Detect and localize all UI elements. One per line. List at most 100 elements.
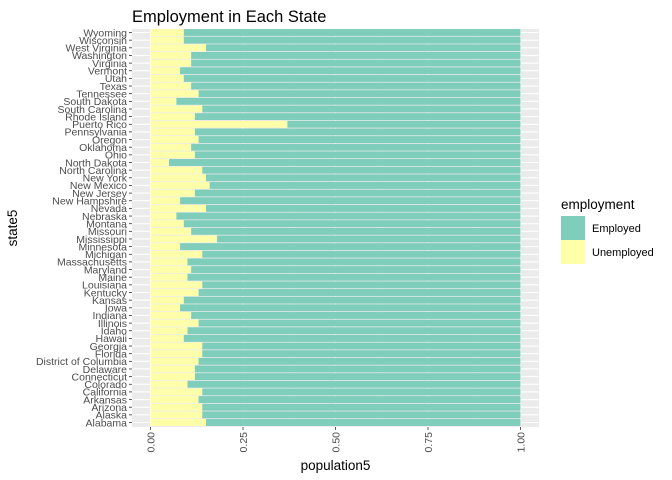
bar-unemployed <box>150 128 195 136</box>
bar-employed <box>202 388 521 396</box>
bar-unemployed <box>150 159 169 166</box>
bar-unemployed <box>150 189 195 197</box>
bar-employed <box>191 312 521 319</box>
x-axis-title: population5 <box>301 458 371 473</box>
y-tick-label: Oregon <box>92 134 127 146</box>
bar-unemployed <box>150 120 288 128</box>
bar-employed <box>206 174 521 182</box>
bar-employed <box>194 189 521 197</box>
bar-unemployed <box>150 373 195 381</box>
bar-unemployed <box>150 90 199 98</box>
y-tick-label: Nebraska <box>82 211 127 223</box>
bar-employed <box>194 365 521 373</box>
bar-unemployed <box>150 250 203 258</box>
y-tick-label: Ohio <box>105 150 127 162</box>
bar-unemployed <box>150 212 177 220</box>
bar-employed <box>180 243 521 251</box>
bar-employed <box>198 319 521 327</box>
y-tick-label: West Virginia <box>66 43 128 55</box>
bar-unemployed <box>150 227 192 235</box>
y-tick-label: Massachusetts <box>57 257 127 269</box>
x-tick-label: 1.00 <box>515 432 527 453</box>
y-tick-label: Indiana <box>93 310 128 322</box>
bar-unemployed <box>150 136 199 143</box>
y-tick-label: Illinois <box>98 318 127 330</box>
bar-unemployed <box>150 67 181 75</box>
bar-employed <box>198 90 521 98</box>
x-tick-label: 0.25 <box>238 432 250 453</box>
bar-employed <box>180 67 521 75</box>
bar-unemployed <box>150 220 184 228</box>
legend: employment Employed Unemployed <box>561 197 654 264</box>
y-tick-label: Texas <box>100 81 127 93</box>
bar-unemployed <box>150 342 203 350</box>
y-axis-title: state5 <box>5 210 20 247</box>
bar-employed <box>187 273 521 281</box>
bar-unemployed <box>150 289 199 296</box>
legend-key-employed <box>561 216 585 240</box>
bar-employed <box>183 36 521 44</box>
bar-unemployed <box>150 258 188 266</box>
bar-employed <box>180 304 521 312</box>
x-tick-label: 0.75 <box>423 432 435 453</box>
bar-employed <box>194 128 521 136</box>
bar-employed <box>198 396 521 403</box>
chart-title: Employment in Each State <box>132 8 326 26</box>
bar-unemployed <box>150 350 203 358</box>
bar-employed <box>180 197 521 205</box>
bar-unemployed <box>150 296 184 304</box>
bar-unemployed <box>150 174 206 182</box>
bar-unemployed <box>150 365 195 373</box>
bar-unemployed <box>150 266 192 273</box>
y-tick-label: Nevada <box>91 203 127 215</box>
bar-unemployed <box>150 52 192 59</box>
bar-employed <box>183 220 521 228</box>
bar-unemployed <box>150 29 184 36</box>
y-tick-label: New Hampshire <box>52 196 127 208</box>
bar-unemployed <box>150 197 181 205</box>
y-tick-label: Arkansas <box>83 394 127 406</box>
y-tick-label: Virginia <box>92 58 127 70</box>
bar-employed <box>191 143 521 151</box>
y-tick-label: Pennsylvania <box>65 127 128 139</box>
bar-unemployed <box>150 105 203 113</box>
bar-employed <box>202 105 521 113</box>
y-tick-label: Montana <box>86 218 127 230</box>
bar-unemployed <box>150 97 177 105</box>
y-tick-label: Oklahoma <box>79 142 127 154</box>
y-tick-label: South Carolina <box>58 104 128 116</box>
bar-unemployed <box>150 151 195 159</box>
bar-unemployed <box>150 396 199 403</box>
x-tick-label: 0.50 <box>330 432 342 453</box>
bar-employed <box>194 151 521 159</box>
bar-employed <box>198 136 521 143</box>
bar-unemployed <box>150 44 206 52</box>
bar-unemployed <box>150 74 184 82</box>
bar-employed <box>202 403 521 411</box>
y-tick-label: Michigan <box>85 249 127 261</box>
y-tick-label: California <box>83 387 128 399</box>
y-tick-label: Missouri <box>88 226 127 238</box>
x-tick-labels: 0.00 0.25 0.50 0.75 1.00 <box>145 427 527 452</box>
bar-employed <box>194 113 521 121</box>
legend-label-unemployed: Unemployed <box>592 247 654 259</box>
legend-key-unemployed <box>561 240 585 264</box>
y-tick-label: Georgia <box>90 341 128 353</box>
bar-unemployed <box>150 235 218 243</box>
y-tick-label: Iowa <box>105 303 127 315</box>
y-tick-label: Vermont <box>88 66 127 78</box>
y-tick-labels: AlabamaAlaskaArizonaArkansasCaliforniaCo… <box>36 27 132 429</box>
bar-unemployed <box>150 113 195 121</box>
bar-unemployed <box>150 327 188 335</box>
bar-employed <box>202 281 521 289</box>
bar-unemployed <box>150 304 181 312</box>
bar-unemployed <box>150 388 203 396</box>
bar-employed <box>202 166 521 174</box>
y-tick-label: Mississippi <box>76 234 127 246</box>
y-tick-label: Delaware <box>83 364 128 376</box>
bar-unemployed <box>150 403 203 411</box>
y-tick-label: Washington <box>72 50 127 62</box>
bar-employed <box>202 411 521 419</box>
y-tick-label: Arizona <box>91 402 127 414</box>
y-tick-label: Wisconsin <box>79 35 127 47</box>
